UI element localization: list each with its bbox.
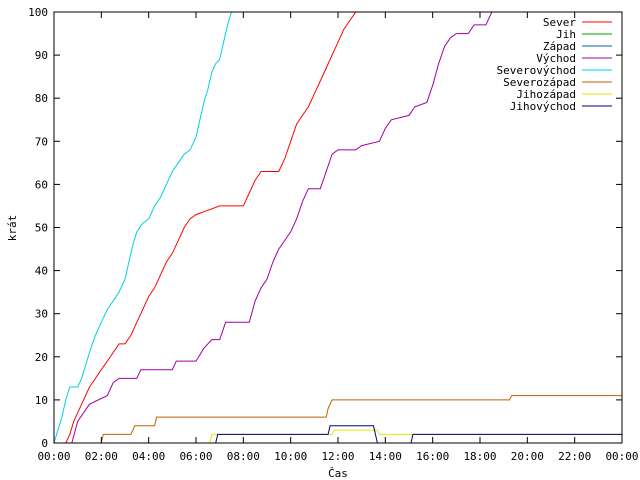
legend-label-7: Jihovýchod [510,100,576,113]
series-line-7 [54,425,622,443]
legend-label-3: Východ [536,52,576,65]
y-tick-label: 0 [41,437,48,450]
y-tick-label: 20 [35,351,48,364]
y-tick-label: 80 [35,92,48,105]
x-tick-label: 18:00 [463,450,496,463]
y-axis-label: krát [6,215,19,242]
legend-label-6: Jihozápad [516,88,576,101]
legend-label-0: Sever [543,16,576,29]
y-tick-label: 10 [35,394,48,407]
x-tick-label: 06:00 [179,450,212,463]
legend-label-2: Západ [543,40,576,53]
x-tick-label: 00:00 [37,450,70,463]
x-tick-label: 08:00 [227,450,260,463]
x-tick-label: 20:00 [511,450,544,463]
x-axis-label: Čas [328,467,348,480]
x-tick-label: 14:00 [369,450,402,463]
legend-label-1: Jih [556,28,576,41]
series-line-0 [54,12,357,443]
legend-label-4: Severovýchod [497,64,576,77]
y-tick-label: 70 [35,135,48,148]
x-tick-label: 04:00 [132,450,165,463]
legend: SeverJihZápadVýchodSeverovýchodSeverozáp… [497,16,612,113]
x-tick-label: 12:00 [321,450,354,463]
x-tick-label: 00:00 [605,450,638,463]
series-line-4 [54,12,232,443]
x-tick-label: 22:00 [558,450,591,463]
y-tick-label: 100 [28,6,48,19]
x-tick-label: 02:00 [85,450,118,463]
series-line-3 [54,12,493,443]
y-tick-label: 90 [35,49,48,62]
x-tick-label: 16:00 [416,450,449,463]
x-axis-ticks: 00:00 02:00 04:00 06:00 08:00 10:00 12:00 14:00… [37,12,639,463]
series-line-5 [54,395,622,443]
y-tick-label: 50 [35,222,48,235]
x-tick-label: 10:00 [274,450,307,463]
legend-label-5: Severozápad [503,76,576,89]
y-tick-label: 30 [35,308,48,321]
y-tick-label: 60 [35,178,48,191]
series-layer [54,12,622,443]
y-tick-label: 40 [35,265,48,278]
y-axis-ticks: 0 10 20 30 40 50 60 70 80 90 100 [28,6,622,450]
